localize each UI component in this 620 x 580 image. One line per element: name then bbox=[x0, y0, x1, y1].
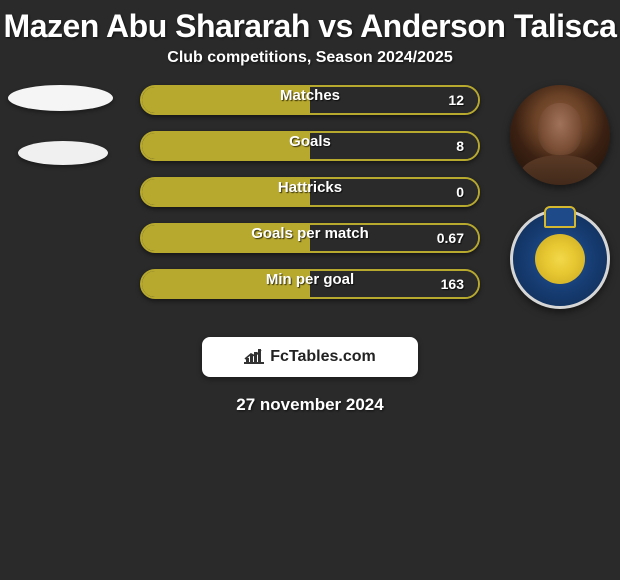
stat-row: 0.67 Goals per match bbox=[140, 223, 480, 253]
brand-badge: FcTables.com bbox=[202, 337, 418, 377]
player-right-photo bbox=[510, 85, 610, 185]
footer-date: 27 november 2024 bbox=[0, 395, 620, 415]
stat-right-value: 12 bbox=[448, 92, 464, 108]
stat-label: Min per goal bbox=[266, 271, 354, 288]
player-right-column bbox=[510, 85, 610, 309]
stat-right-value: 163 bbox=[441, 276, 464, 292]
stat-row: 163 Min per goal bbox=[140, 269, 480, 299]
player-right-club-logo bbox=[510, 209, 610, 309]
stat-label: Hattricks bbox=[278, 179, 342, 196]
stat-right-value: 0 bbox=[456, 184, 464, 200]
stat-right-value: 8 bbox=[456, 138, 464, 154]
stat-left-cell bbox=[142, 133, 310, 159]
brand-text: FcTables.com bbox=[270, 348, 376, 366]
stat-label: Matches bbox=[280, 87, 340, 104]
stat-right-cell: 8 bbox=[310, 133, 478, 159]
stat-row: 0 Hattricks bbox=[140, 177, 480, 207]
player-left-placeholder-1 bbox=[8, 85, 113, 111]
stat-label: Goals per match bbox=[251, 225, 369, 242]
player-left-placeholder-2 bbox=[18, 141, 108, 165]
page-title: Mazen Abu Shararah vs Anderson Talisca bbox=[0, 0, 620, 49]
stat-row: 12 Matches bbox=[140, 85, 480, 115]
chart-icon bbox=[244, 348, 264, 366]
comparison-chart: 12 Matches 8 Goals 0 Hattricks 0.67 Goals per m… bbox=[0, 85, 620, 325]
player-left-column bbox=[8, 85, 113, 165]
stat-row: 8 Goals bbox=[140, 131, 480, 161]
stat-label: Goals bbox=[289, 133, 331, 150]
stat-right-value: 0.67 bbox=[437, 230, 464, 246]
page-subtitle: Club competitions, Season 2024/2025 bbox=[0, 49, 620, 85]
